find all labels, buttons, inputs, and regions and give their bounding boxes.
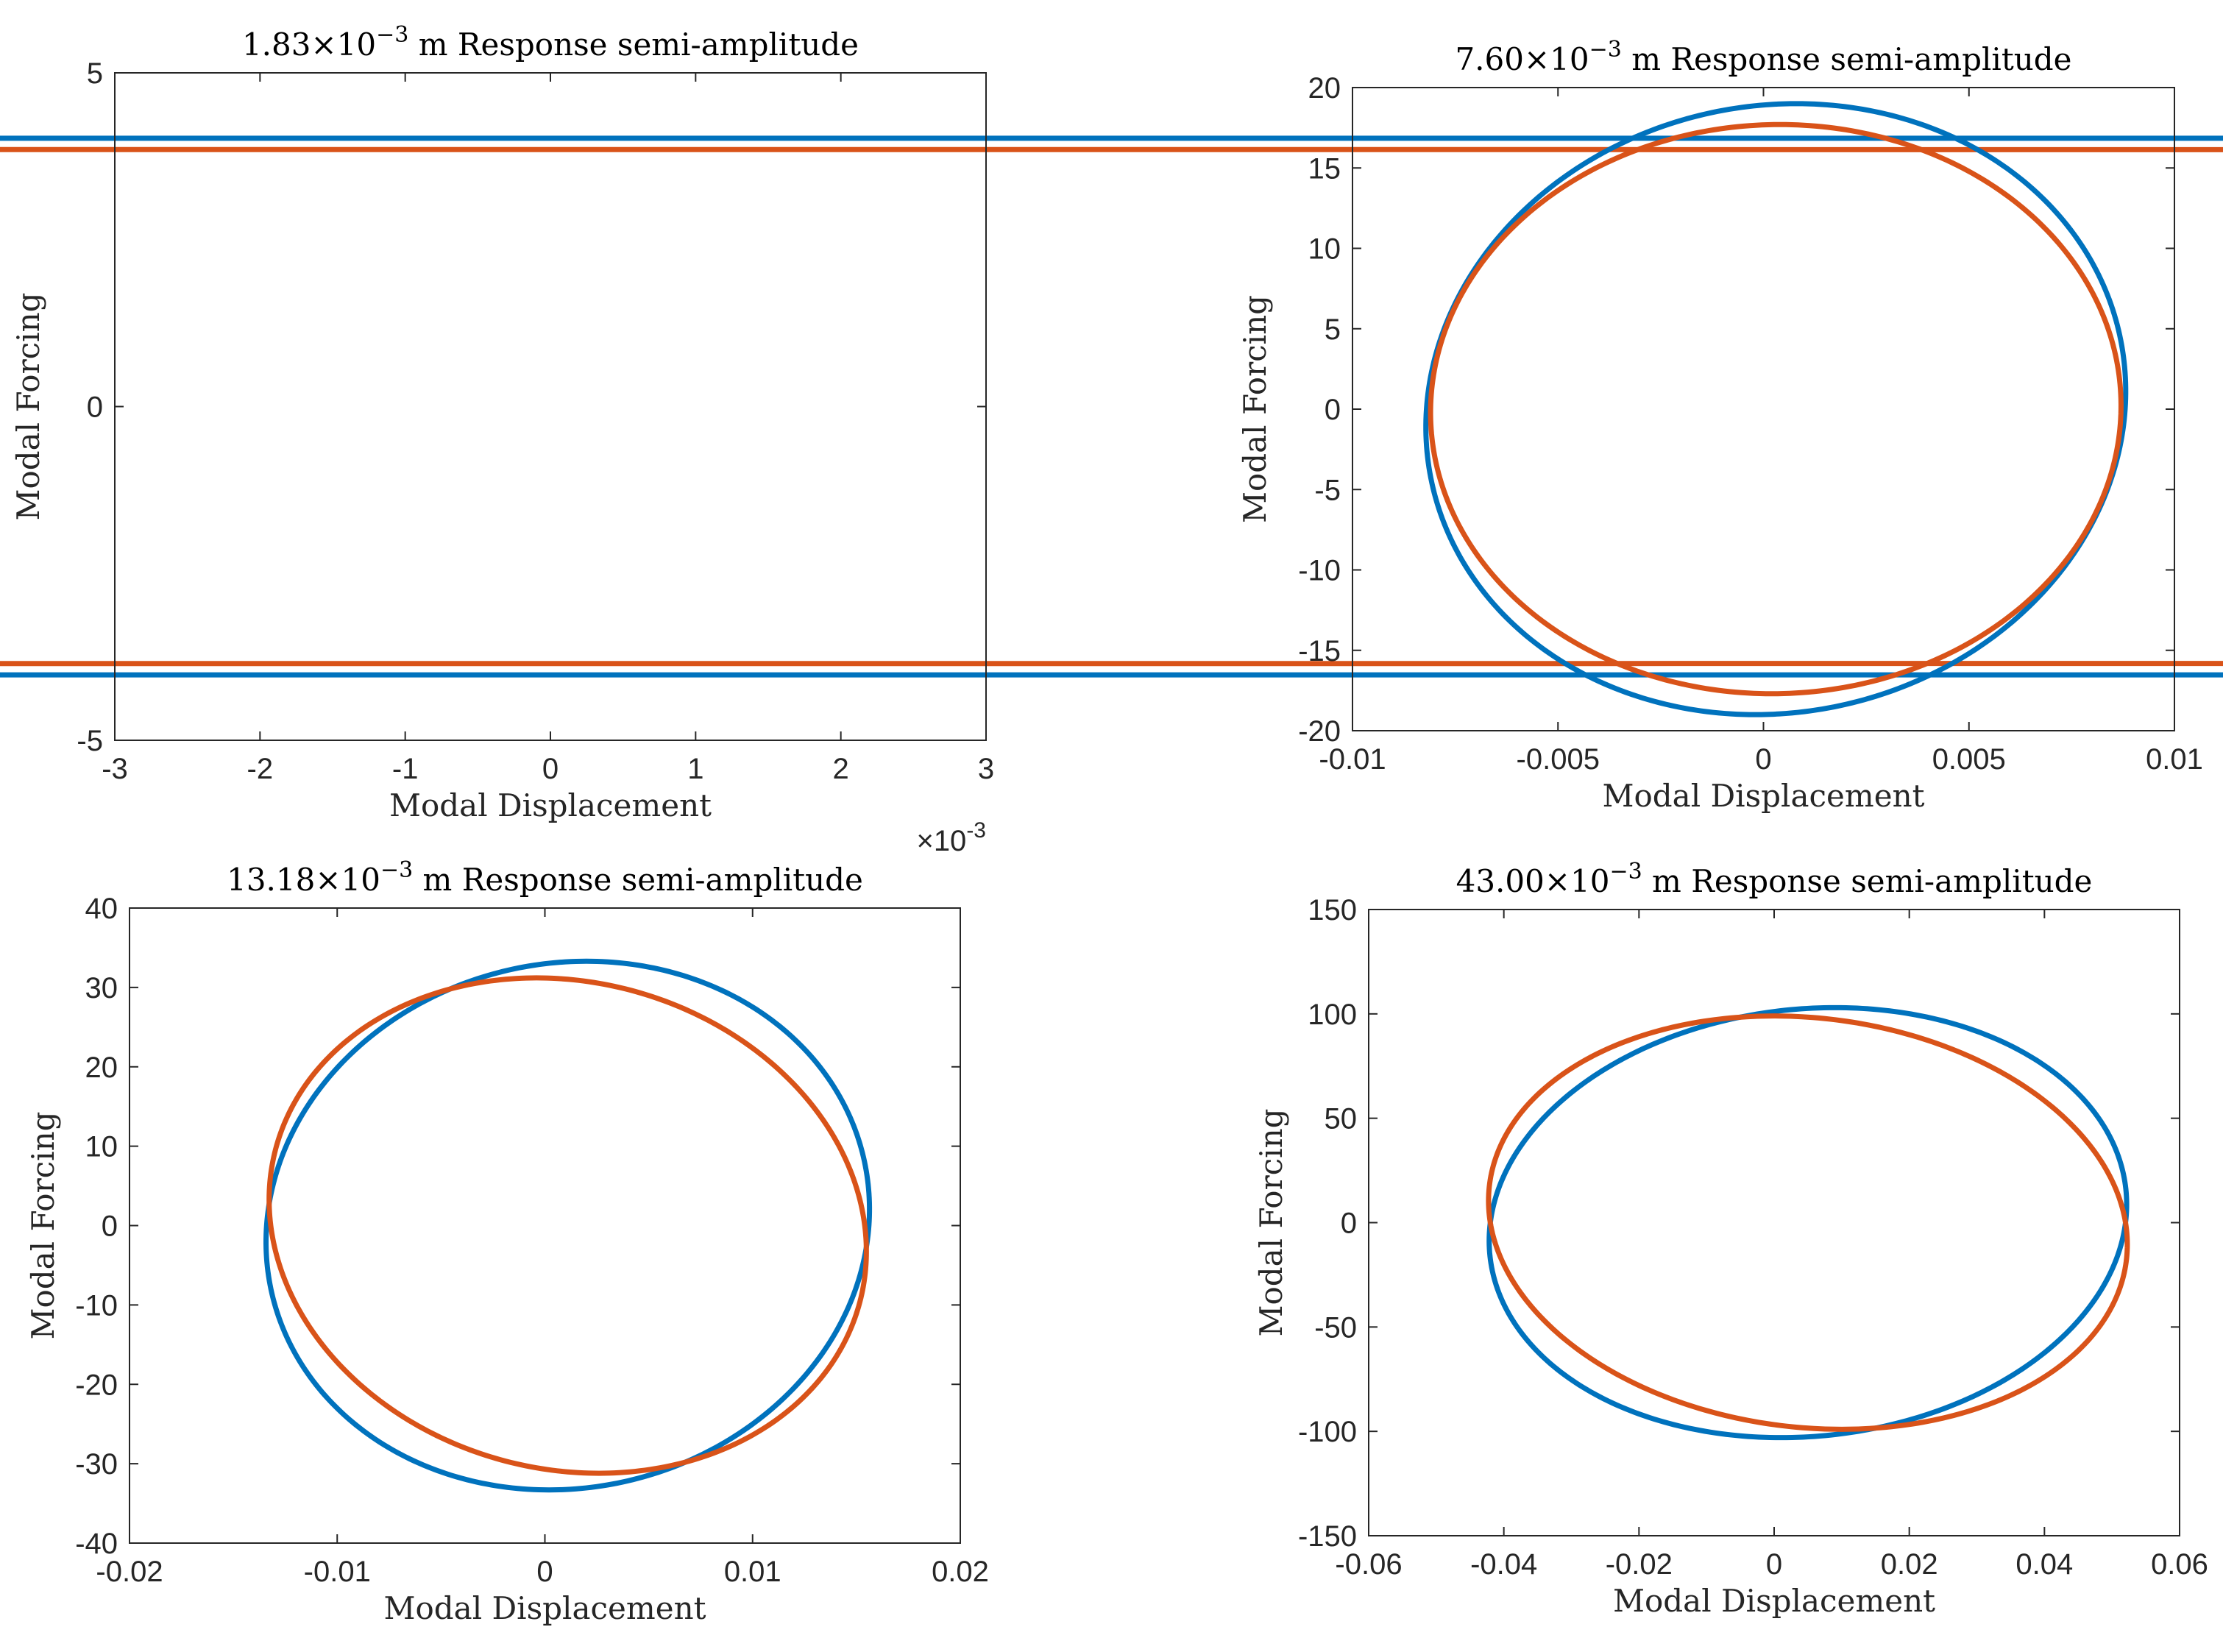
y-tick-label: 20	[1308, 72, 1341, 104]
x-tick-label: -0.02	[96, 1556, 163, 1588]
y-tick-label: -100	[1298, 1416, 1357, 1448]
y-tick-label: 5	[87, 57, 103, 90]
series-line-1	[1486, 1004, 2130, 1441]
chart-title: 13.18×10−3 m Response semi-amplitude	[227, 857, 863, 898]
y-tick-label: -10	[75, 1289, 118, 1322]
y-tick-label: -20	[75, 1369, 118, 1401]
series-line-2	[1486, 1013, 2130, 1432]
y-axis-label: Modal Forcing	[25, 1111, 61, 1339]
y-axis-label: Modal Forcing	[1253, 1108, 1289, 1336]
series-line-2	[0, 146, 2223, 667]
x-tick-label: -0.01	[304, 1556, 371, 1588]
subplot-3: -0.02 -0.01 0 0.01 0.02 -40 -30 -20 -10 0 10 20 30 40…	[25, 857, 989, 1626]
chart-title: 7.60×10−3 m Response semi-amplitude	[1455, 37, 2071, 77]
series-line-1	[263, 958, 873, 1493]
chart-title: 43.00×10−3 m Response semi-amplitude	[1456, 859, 2093, 899]
x-tick-label: 0.06	[2151, 1548, 2208, 1581]
series-line-2	[1428, 121, 2124, 697]
axes-frame	[114, 72, 987, 741]
x-tick-label: 0.005	[1932, 743, 2006, 776]
x-axis-label: Modal Displacement	[389, 787, 712, 823]
y-tick-label: 10	[85, 1131, 118, 1163]
y-tick-label: -15	[1298, 635, 1341, 667]
x-tick-label: -0.01	[1319, 743, 1386, 776]
x-tick-label: -3	[102, 753, 128, 785]
x-tick-label: -0.06	[1335, 1548, 1402, 1581]
axes-frame	[129, 907, 961, 1544]
subplot-4: -0.06 -0.04 -0.02 0 0.02 0.04 0.06 -150 -100 -50 0…	[1253, 859, 2208, 1619]
x-tick-label: 0.02	[932, 1556, 989, 1588]
y-tick-label: 30	[85, 972, 118, 1004]
y-tick-label: 0	[1341, 1208, 1357, 1240]
x-tick-label: -2	[247, 753, 274, 785]
y-tick-label: 150	[1308, 894, 1357, 926]
y-tick-label: -40	[75, 1528, 118, 1560]
axes-frame	[1352, 87, 2175, 731]
x-axis-label: Modal Displacement	[1602, 778, 1924, 814]
y-tick-label: 0	[102, 1210, 118, 1243]
x-tick-label: 0.04	[2015, 1548, 2073, 1581]
y-tick-label: -10	[1298, 555, 1341, 587]
chart-title: 1.83×10−3 m Response semi-amplitude	[242, 22, 859, 63]
series-line-1	[1423, 101, 2129, 717]
y-tick-label: -5	[77, 725, 103, 757]
y-tick-label: -150	[1298, 1520, 1357, 1553]
x-tick-label: 0.02	[1881, 1548, 1938, 1581]
y-tick-label: -5	[1314, 474, 1341, 506]
x-tick-label: 0	[536, 1556, 553, 1588]
y-tick-label: 100	[1308, 999, 1357, 1031]
y-tick-label: 10	[1308, 233, 1341, 266]
y-axis-label: Modal Forcing	[10, 292, 46, 520]
y-tick-label: 40	[85, 893, 118, 925]
x-tick-label: -0.04	[1470, 1548, 1537, 1581]
x-tick-label: 1	[687, 753, 703, 785]
x-axis-label: Modal Displacement	[383, 1590, 706, 1626]
x-tick-label: 3	[978, 753, 994, 785]
x-axis-label: Modal Displacement	[1613, 1583, 1935, 1619]
y-tick-label: -30	[75, 1448, 118, 1481]
y-tick-label: -50	[1314, 1311, 1357, 1344]
y-tick-label: 15	[1308, 152, 1341, 185]
y-tick-label: 5	[1325, 313, 1341, 346]
x-tick-label: 0.01	[724, 1556, 781, 1588]
x-tick-label: -1	[392, 753, 419, 785]
series-line-2	[266, 975, 869, 1476]
y-tick-label: 50	[1325, 1103, 1358, 1135]
x-tick-label: 0	[542, 753, 559, 785]
x-tick-label: 2	[833, 753, 849, 785]
x-tick-label: 0	[1755, 743, 1771, 776]
y-axis-label: Modal Forcing	[1237, 295, 1273, 523]
x-tick-label: 0.01	[2146, 743, 2203, 776]
series-line-1	[0, 135, 2223, 678]
y-tick-label: 20	[85, 1052, 118, 1084]
y-tick-label: 0	[87, 391, 103, 424]
y-tick-label: 0	[1325, 394, 1341, 426]
x-tick-label: 0	[1766, 1548, 1782, 1581]
subplot-2: -0.01 -0.005 0 0.005 0.01 -20 -15 -10 -5 0 5 10 15 20…	[1237, 37, 2203, 814]
y-tick-label: -20	[1298, 715, 1341, 748]
x-tick-label: -0.005	[1517, 743, 1600, 776]
x-tick-label: -0.02	[1606, 1548, 1673, 1581]
x-axis-multiplier: ×10-3	[916, 818, 986, 857]
